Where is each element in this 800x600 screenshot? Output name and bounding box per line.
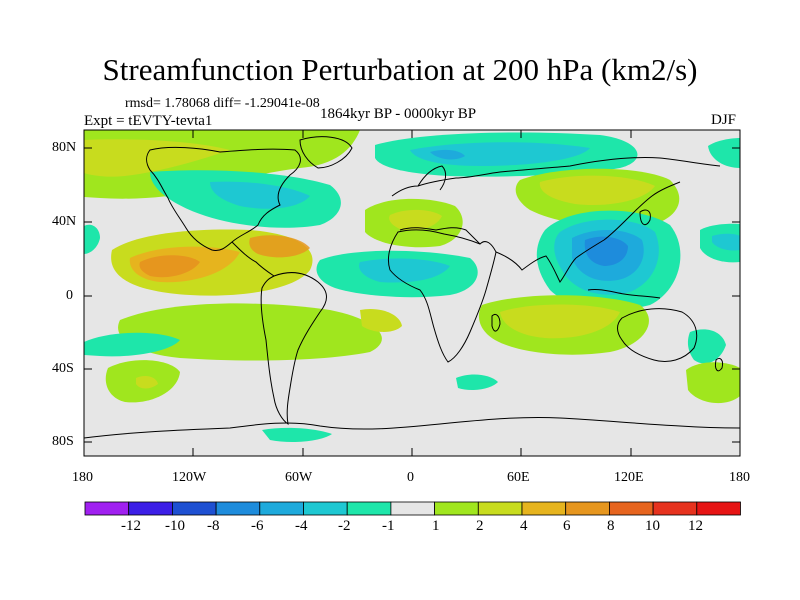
colorbar-label: -2 — [338, 518, 351, 534]
coast-scandinavia — [417, 165, 447, 191]
contour-positive-caribbean — [249, 235, 310, 258]
contour-positive-asia-core — [539, 175, 655, 206]
experiment-text: Expt = tEVTY-tevta1 — [84, 113, 213, 129]
coast-africa — [387, 229, 497, 363]
contour-fill-group — [84, 130, 740, 442]
contour-positive-pacific-center — [139, 255, 200, 278]
lon-label-180e: 180 — [729, 470, 750, 485]
colorbar-label: -8 — [207, 518, 220, 534]
lon-label-60e: 60E — [507, 470, 530, 485]
coast-arabia-india — [495, 251, 577, 283]
colorbar-label: -4 — [295, 518, 308, 534]
season-text: DJF — [711, 112, 737, 128]
contour-negative-atlantic-core — [359, 258, 450, 283]
lat-label-40s: 40S — [52, 361, 74, 376]
contour-positive-south-pacific-core — [360, 308, 402, 332]
colorbar-swatch — [652, 501, 698, 516]
colorbar-swatch — [521, 501, 567, 516]
colorbar-swatch — [565, 501, 610, 516]
colorbar-swatch — [215, 501, 261, 516]
colorbar-swatch — [390, 501, 435, 516]
colorbar-label: 1 — [432, 518, 440, 534]
coast-greenland — [299, 136, 353, 169]
colorbar-label: -1 — [382, 518, 395, 534]
coast-japan — [639, 209, 651, 226]
coast-australia — [617, 308, 698, 362]
lon-label-120e: 120E — [614, 470, 644, 485]
lon-label-60w: 60W — [285, 470, 313, 485]
lon-label-180w: 180 — [72, 470, 93, 485]
lat-label-80s: 80S — [52, 434, 74, 449]
colorbar-label: 12 — [688, 518, 703, 534]
coast-north-america — [146, 146, 301, 251]
contour-negative-arctic-small — [430, 149, 465, 160]
colorbar-label: -10 — [165, 518, 185, 534]
contour-negative-eastasia-core — [584, 236, 628, 266]
contour-positive-southeast — [686, 362, 740, 404]
coast-mediterranean — [399, 227, 481, 245]
colorbar-label: -6 — [251, 518, 264, 534]
coast-indonesia — [587, 289, 661, 299]
contour-negative-southatlantic — [456, 374, 498, 390]
contour-negative-canada-core — [210, 181, 310, 209]
map-title: Streamfunction Perturbation at 200 hPa (… — [102, 52, 698, 87]
contour-negative-antarctic — [262, 427, 332, 442]
colorbar-swatch — [171, 501, 217, 516]
coast-central-america — [231, 241, 275, 277]
lon-label-120w: 120W — [172, 470, 207, 485]
period-text: 1864kyr BP - 0000kyr BP — [320, 106, 477, 122]
contour-negative-arctic-right — [708, 138, 740, 168]
lat-label-0: 0 — [66, 288, 73, 303]
coast-east-asia — [575, 181, 681, 259]
coast-south-america — [260, 272, 327, 426]
contour-negative-eastpacific-core — [712, 233, 740, 251]
lat-label-80n: 80N — [52, 140, 77, 155]
colorbar-label: 2 — [476, 518, 484, 534]
coast-madagascar — [491, 313, 501, 332]
colorbar-swatch — [346, 501, 392, 516]
stats-text: rmsd= 1.78068 diff= -1.29041e-08 — [125, 96, 320, 111]
colorbar-swatch — [259, 501, 304, 516]
colorbar-swatch — [303, 501, 348, 516]
lat-label-40n: 40N — [52, 214, 77, 229]
colorbar-label: 8 — [607, 518, 615, 534]
colorbar-swatch — [477, 501, 523, 516]
colorbar-label: -12 — [121, 518, 141, 534]
colorbar-swatch — [128, 501, 173, 516]
colorbar-swatch — [84, 501, 130, 516]
contour-negative-south-pacific — [84, 332, 180, 357]
contour-positive-europe-core — [389, 209, 442, 231]
colorbar-label: 10 — [645, 518, 660, 534]
colorbar-swatch — [696, 501, 741, 516]
coastlines — [84, 136, 740, 439]
coast-antarctica — [84, 416, 740, 439]
colorbar-swatch — [609, 501, 654, 516]
contour-negative-left-edge — [84, 224, 100, 254]
contour-positive-indian-ocean-core — [500, 304, 620, 339]
colorbar-label: 6 — [563, 518, 571, 534]
contour-positive-southwest-core — [136, 376, 158, 389]
axis-ticks — [84, 130, 740, 456]
contour-negative-australia-right — [687, 329, 726, 364]
coast-new-zealand — [715, 357, 723, 372]
contour-negative-arctic-core — [410, 142, 590, 166]
colorbar — [84, 501, 741, 516]
colorbar-swatch — [434, 501, 479, 516]
colorbar-label: 4 — [520, 518, 528, 534]
lon-label-0: 0 — [407, 470, 414, 485]
